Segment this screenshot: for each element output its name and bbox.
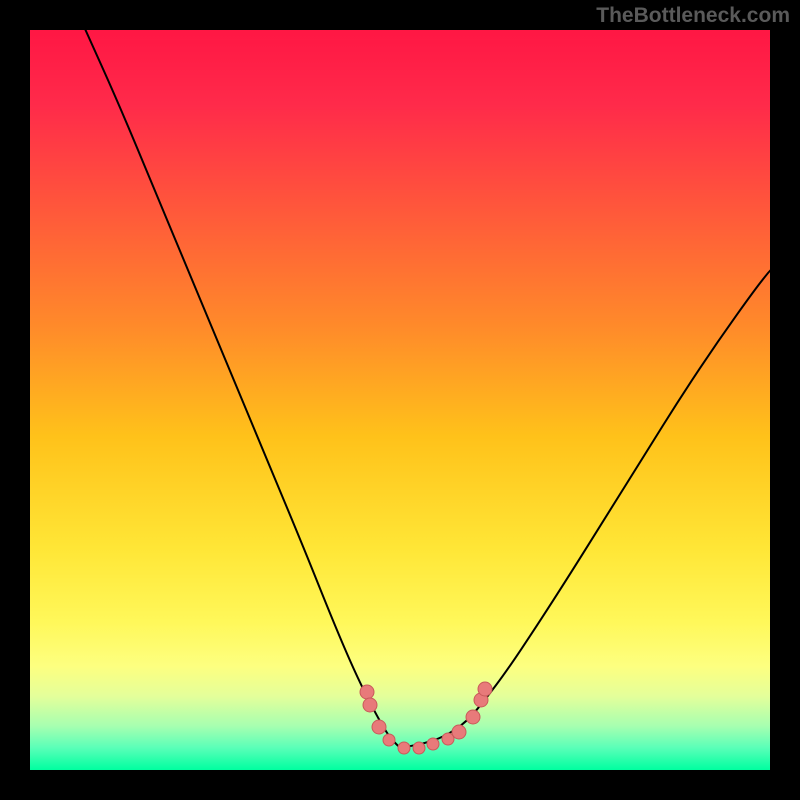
data-marker [427,738,440,751]
data-markers-layer [30,30,770,770]
watermark-text: TheBottleneck.com [596,4,790,28]
data-marker [363,697,378,712]
data-marker [478,681,493,696]
data-marker [382,734,395,747]
data-marker [372,720,387,735]
data-marker [452,724,467,739]
data-marker [397,741,410,754]
data-marker [412,741,425,754]
plot-area [30,30,770,770]
data-marker [465,709,480,724]
